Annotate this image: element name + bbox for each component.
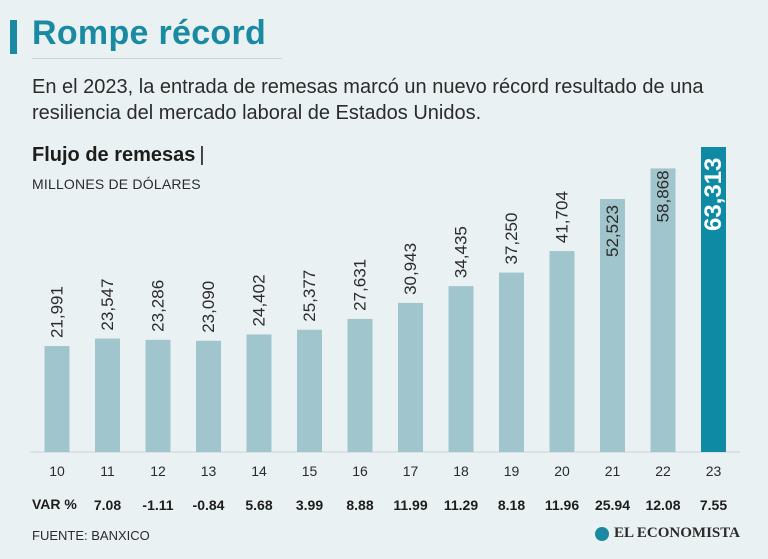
x-tick-label: 15 bbox=[302, 463, 318, 479]
bar bbox=[95, 338, 120, 452]
var-pct-value: 7.55 bbox=[700, 497, 727, 513]
data-label: 63,313 bbox=[700, 158, 727, 231]
data-label: 27,631 bbox=[351, 259, 370, 311]
x-tick-label: 18 bbox=[453, 463, 469, 479]
x-tick-label: 12 bbox=[150, 463, 166, 479]
var-pct-value: 8.88 bbox=[346, 497, 373, 513]
bar bbox=[448, 286, 474, 452]
x-tick-label: 14 bbox=[251, 463, 267, 479]
bar bbox=[499, 272, 524, 452]
bar bbox=[246, 334, 272, 452]
title-accent-bar bbox=[10, 20, 17, 54]
chart-title-text: Flujo de remesas bbox=[32, 144, 196, 166]
logo-mark-icon bbox=[595, 526, 609, 541]
subtitle: En el 2023, la entrada de remesas marcó … bbox=[32, 76, 704, 124]
bar bbox=[600, 198, 625, 452]
data-label: 23,286 bbox=[149, 280, 168, 332]
data-label: 30,943 bbox=[401, 243, 420, 295]
x-tick-label: 13 bbox=[201, 463, 217, 479]
data-label: 37,250 bbox=[502, 213, 521, 265]
data-label: 24,402 bbox=[250, 274, 269, 326]
data-label: 25,377 bbox=[300, 270, 319, 322]
bar bbox=[398, 302, 423, 452]
bar bbox=[549, 251, 575, 452]
var-pct-value: 12.08 bbox=[645, 497, 680, 513]
data-label: 34,435 bbox=[452, 226, 471, 278]
x-tick-label: 22 bbox=[655, 463, 671, 479]
logo-text: EL ECONOMISTA bbox=[614, 525, 740, 541]
data-label: 41,704 bbox=[553, 191, 572, 243]
var-pct-value: 11.29 bbox=[444, 497, 478, 513]
x-tick-label: 11 bbox=[100, 463, 115, 479]
bar bbox=[347, 318, 373, 452]
bar bbox=[44, 346, 70, 452]
bar bbox=[650, 168, 676, 452]
bar bbox=[196, 340, 221, 452]
var-pct-value: 3.99 bbox=[296, 497, 323, 513]
var-pct-value: 25.94 bbox=[595, 497, 630, 513]
var-pct-value: 5.68 bbox=[245, 497, 272, 513]
chart-title: Flujo de remesas | bbox=[32, 144, 205, 167]
x-tick-label: 10 bbox=[49, 463, 65, 479]
data-label: 58,868 bbox=[654, 170, 673, 222]
var-pct-value: -0.84 bbox=[193, 497, 225, 513]
x-tick-label: 23 bbox=[706, 463, 722, 479]
x-tick-label: 21 bbox=[605, 463, 621, 479]
var-pct-value: -1.11 bbox=[142, 497, 173, 513]
bar bbox=[701, 147, 726, 452]
publisher-logo: EL ECONOMISTA bbox=[595, 525, 740, 542]
data-label: 23,090 bbox=[199, 281, 218, 333]
bar-chart: 21,991 10 23,547 11 7.08 23,286 12 -1.11 23,090 1… bbox=[30, 147, 740, 513]
title-divider bbox=[32, 58, 282, 59]
var-pct-value: 8.18 bbox=[498, 497, 525, 513]
var-pct-value: 7.08 bbox=[94, 497, 121, 513]
x-tick-label: 19 bbox=[504, 463, 520, 479]
var-label: VAR % bbox=[32, 496, 77, 512]
x-tick-label: 20 bbox=[554, 463, 570, 479]
x-tick-label: 16 bbox=[352, 463, 368, 479]
bar bbox=[145, 339, 171, 452]
var-pct-value: 11.99 bbox=[393, 497, 427, 513]
var-pct-value: 11.96 bbox=[545, 497, 579, 513]
chart-title-separator: | bbox=[199, 144, 205, 166]
units-label: MILLONES DE DÓLARES bbox=[32, 176, 201, 192]
source-note: FUENTE: BANXICO bbox=[32, 528, 150, 543]
data-label: 52,523 bbox=[603, 205, 622, 257]
page-title: Rompe récord bbox=[32, 14, 267, 52]
x-tick-label: 17 bbox=[403, 463, 419, 479]
data-label: 23,547 bbox=[98, 279, 117, 331]
data-label: 21,991 bbox=[48, 286, 67, 338]
bar bbox=[297, 329, 322, 452]
